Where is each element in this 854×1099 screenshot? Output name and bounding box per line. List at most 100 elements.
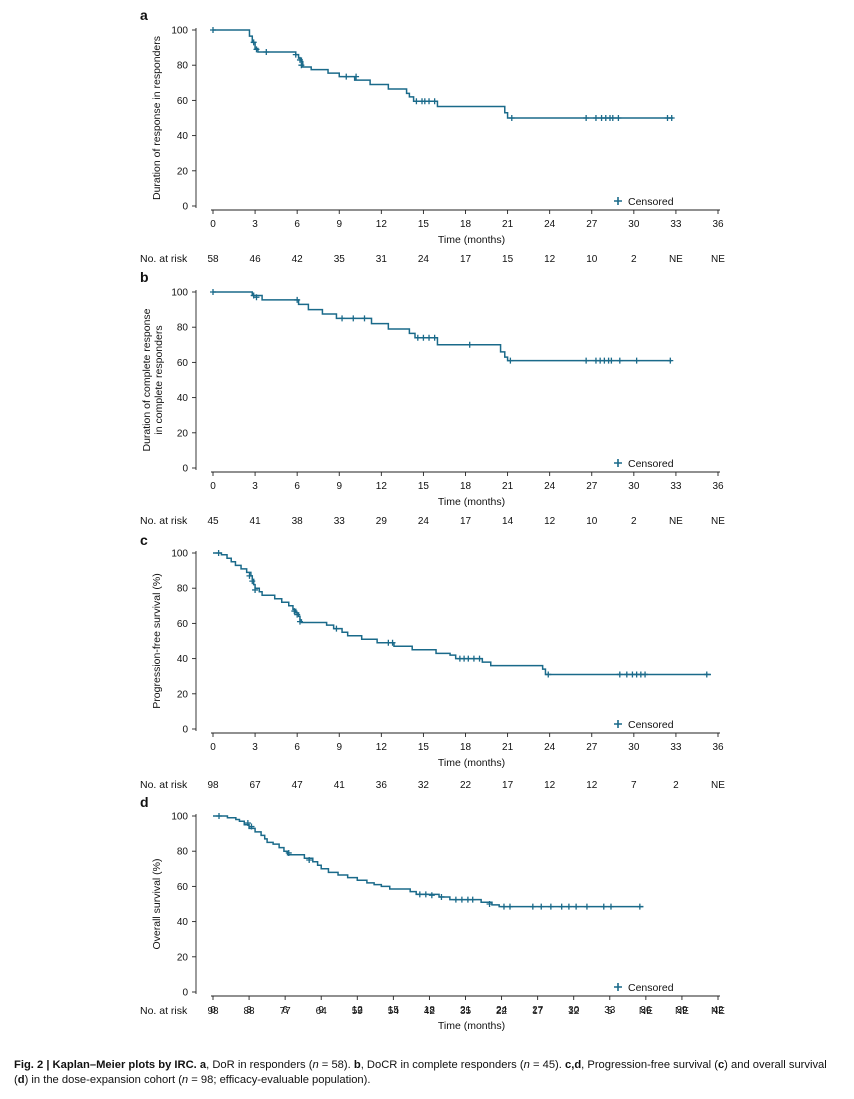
censored-marker bbox=[296, 56, 303, 63]
at-risk-count: 41 bbox=[334, 780, 346, 791]
at-risk-label: No. at risk bbox=[140, 253, 188, 265]
caption-d-letter: d bbox=[17, 1074, 25, 1086]
censored-marker bbox=[333, 625, 340, 632]
y-axis-label: Overall survival (%) bbox=[151, 858, 163, 949]
x-tick-label: 30 bbox=[628, 219, 640, 230]
at-risk-count: 2 bbox=[631, 516, 637, 527]
censored-marker bbox=[426, 98, 433, 105]
at-risk-count: 24 bbox=[418, 254, 430, 265]
censored-marker bbox=[608, 357, 615, 364]
x-tick-label: 21 bbox=[502, 219, 514, 230]
at-risk-count: 15 bbox=[502, 254, 514, 265]
at-risk-count: NE bbox=[711, 516, 725, 527]
censored-marker bbox=[486, 901, 493, 907]
caption-cd-tail: ) in the dose-expansion cohort ( bbox=[24, 1074, 182, 1086]
censored-marker bbox=[428, 892, 435, 899]
censored-marker bbox=[350, 315, 357, 322]
censored-marker bbox=[438, 893, 445, 900]
at-risk-count: 42 bbox=[424, 1006, 436, 1017]
x-tick-label: 36 bbox=[712, 481, 724, 492]
caption-a-n: n bbox=[312, 1059, 319, 1071]
at-risk-count: 17 bbox=[502, 780, 514, 791]
at-risk-count: 35 bbox=[460, 1006, 472, 1017]
censored-marker bbox=[263, 49, 270, 55]
x-tick-label: 15 bbox=[418, 219, 430, 230]
x-tick-label: 6 bbox=[294, 219, 300, 230]
censored-marker bbox=[248, 823, 255, 830]
censored-marker bbox=[609, 115, 616, 121]
censored-marker bbox=[465, 655, 472, 662]
at-risk-count: 42 bbox=[292, 254, 304, 265]
at-risk-count: 14 bbox=[502, 516, 514, 527]
censored-marker bbox=[642, 671, 649, 678]
x-tick-label: 36 bbox=[640, 1005, 652, 1016]
x-tick-label: 3 bbox=[252, 481, 258, 492]
censored-marker bbox=[361, 315, 368, 322]
censored-marker bbox=[306, 857, 313, 863]
censored-marker bbox=[466, 341, 473, 348]
at-risk-label: No. at risk bbox=[140, 1005, 188, 1017]
censored-marker bbox=[244, 820, 251, 827]
censored-marker bbox=[703, 671, 710, 678]
x-tick-label: 0 bbox=[210, 1005, 216, 1016]
x-tick-label: 27 bbox=[532, 1005, 544, 1016]
y-tick-label: 60 bbox=[177, 358, 189, 369]
at-risk-count: 98 bbox=[207, 780, 219, 791]
at-risk-count: 12 bbox=[544, 254, 556, 265]
at-risk-count: 22 bbox=[496, 1006, 508, 1017]
x-tick-label: 6 bbox=[294, 742, 300, 753]
censored-marker bbox=[500, 903, 507, 910]
x-tick-label: 36 bbox=[712, 219, 724, 230]
censored-marker bbox=[452, 896, 459, 903]
x-tick-label: 21 bbox=[502, 481, 514, 492]
censored-marker bbox=[416, 891, 423, 898]
x-tick-label: 12 bbox=[376, 219, 388, 230]
at-risk-label: No. at risk bbox=[140, 515, 188, 527]
censored-marker bbox=[210, 289, 216, 295]
caption-e-n: n bbox=[181, 1074, 189, 1086]
x-tick-label: 3 bbox=[246, 1005, 252, 1016]
censored-marker bbox=[547, 903, 554, 910]
censored-marker bbox=[253, 46, 260, 53]
at-risk-count: 59 bbox=[352, 1006, 364, 1017]
x-tick-label: 9 bbox=[336, 742, 342, 753]
x-tick-label: 18 bbox=[460, 742, 472, 753]
at-risk-count: NE bbox=[669, 254, 683, 265]
legend-label: Censored bbox=[628, 196, 674, 208]
y-tick-label: 20 bbox=[177, 166, 189, 177]
y-tick-label: 80 bbox=[177, 61, 189, 72]
panel-letter-a: a bbox=[140, 7, 148, 23]
at-risk-count: 12 bbox=[586, 780, 598, 791]
caption-cd-text: , Progression-free survival ( bbox=[581, 1059, 718, 1071]
x-axis-label: Time (months) bbox=[438, 757, 505, 769]
censored-marker bbox=[298, 62, 305, 69]
at-risk-count: 22 bbox=[460, 780, 472, 791]
x-tick-label: 24 bbox=[544, 481, 556, 492]
caption-cd-letter: c,d bbox=[564, 1059, 582, 1071]
censored-marker bbox=[458, 896, 465, 903]
censored-marker bbox=[636, 903, 643, 910]
x-tick-label: 24 bbox=[496, 1005, 508, 1016]
caption-a-letter: a bbox=[199, 1059, 207, 1071]
x-tick-label: 21 bbox=[502, 742, 514, 753]
censored-marker bbox=[616, 671, 623, 678]
y-axis-label-line1: Duration of complete response bbox=[141, 308, 153, 451]
at-risk-count: 5 bbox=[607, 1006, 613, 1017]
x-tick-label: 12 bbox=[376, 481, 388, 492]
x-tick-label: 27 bbox=[586, 219, 598, 230]
x-tick-label: 24 bbox=[544, 742, 556, 753]
caption-b-tail: = 45). bbox=[529, 1059, 565, 1071]
legend-label: Censored bbox=[628, 458, 674, 470]
at-risk-count: 29 bbox=[376, 516, 388, 527]
legend-censored-marker bbox=[614, 720, 622, 728]
censored-marker bbox=[565, 903, 572, 910]
km-curve-line bbox=[213, 291, 672, 362]
censored-marker bbox=[583, 357, 590, 364]
y-tick-label: 0 bbox=[182, 464, 188, 475]
censored-marker bbox=[292, 51, 299, 58]
censored-marker bbox=[215, 550, 222, 556]
censored-marker bbox=[294, 611, 301, 618]
x-tick-label: 18 bbox=[460, 219, 472, 230]
x-tick-label: 36 bbox=[712, 742, 724, 753]
censored-marker bbox=[470, 655, 477, 662]
